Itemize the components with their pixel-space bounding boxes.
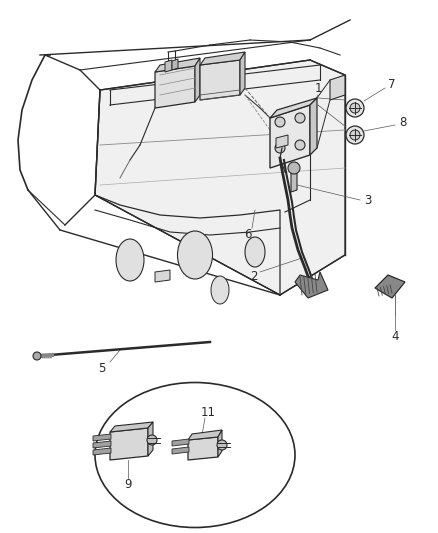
Ellipse shape (211, 276, 229, 304)
Ellipse shape (95, 383, 294, 528)
Circle shape (349, 130, 359, 140)
Circle shape (216, 440, 226, 450)
Ellipse shape (177, 231, 212, 279)
Polygon shape (93, 441, 111, 448)
Circle shape (345, 99, 363, 117)
Polygon shape (155, 66, 194, 108)
Polygon shape (110, 422, 153, 432)
Polygon shape (294, 272, 327, 298)
Ellipse shape (116, 239, 144, 281)
Circle shape (349, 103, 359, 113)
Circle shape (345, 126, 363, 144)
Polygon shape (200, 52, 244, 65)
Polygon shape (155, 58, 200, 72)
Text: 2: 2 (250, 270, 257, 282)
Text: 7: 7 (387, 77, 395, 91)
Polygon shape (155, 270, 170, 282)
Text: 6: 6 (244, 229, 251, 241)
Polygon shape (309, 98, 316, 155)
Polygon shape (110, 428, 148, 460)
Polygon shape (93, 448, 111, 455)
Circle shape (294, 113, 304, 123)
Polygon shape (172, 439, 189, 446)
Text: 9: 9 (124, 478, 131, 490)
Polygon shape (95, 60, 344, 295)
Polygon shape (194, 58, 200, 102)
Polygon shape (148, 422, 153, 456)
Text: 4: 4 (390, 330, 398, 343)
Polygon shape (218, 430, 222, 457)
Circle shape (274, 117, 284, 127)
Circle shape (147, 435, 157, 445)
Circle shape (33, 352, 41, 360)
Text: 5: 5 (98, 361, 106, 375)
Polygon shape (329, 75, 344, 100)
Polygon shape (200, 60, 240, 100)
Polygon shape (172, 59, 177, 70)
Polygon shape (374, 275, 404, 298)
Circle shape (274, 143, 284, 153)
Polygon shape (172, 447, 189, 454)
Polygon shape (276, 135, 287, 148)
Polygon shape (290, 168, 297, 192)
Text: 3: 3 (364, 193, 371, 206)
Polygon shape (269, 98, 316, 118)
Polygon shape (165, 60, 172, 72)
Polygon shape (240, 52, 244, 95)
Polygon shape (93, 434, 111, 441)
Circle shape (294, 140, 304, 150)
Text: 1: 1 (314, 82, 321, 94)
Polygon shape (187, 430, 222, 440)
Polygon shape (269, 105, 309, 168)
Ellipse shape (244, 237, 265, 267)
Text: 8: 8 (399, 116, 406, 128)
Polygon shape (187, 437, 218, 460)
Text: 11: 11 (200, 406, 215, 418)
Circle shape (287, 162, 299, 174)
